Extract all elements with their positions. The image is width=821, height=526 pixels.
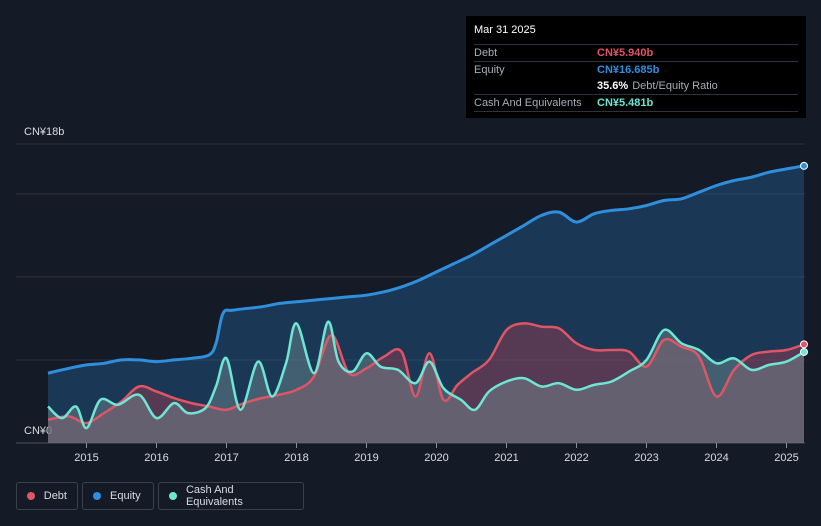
- x-tick-label: 2025: [774, 452, 798, 464]
- x-tick-label: 2023: [634, 452, 658, 464]
- series-areas: [48, 165, 804, 444]
- tooltip-ratio-value: 35.6%: [597, 80, 629, 92]
- tooltip-row-cash: Cash And Equivalents CN¥5.481b: [474, 94, 798, 112]
- cash-dot-icon: [169, 492, 177, 500]
- cash-area: [48, 321, 804, 443]
- debt-area: [48, 323, 804, 443]
- equity-line: [47, 164, 805, 375]
- debt-line: [47, 322, 805, 425]
- legend-item-debt[interactable]: Debt: [16, 482, 78, 510]
- legend-cash-label: Cash And Equivalents: [185, 484, 243, 508]
- data-tooltip: Mar 31 2025 Debt CN¥5.940b Equity CN¥16.…: [466, 16, 806, 118]
- x-tick-label: 2016: [144, 452, 168, 464]
- tooltip-row-debt: Debt CN¥5.940b: [474, 44, 798, 61]
- tooltip-debt-label: Debt: [474, 47, 498, 59]
- series-end-markers: [800, 161, 808, 356]
- x-tick-label: 2015: [74, 452, 98, 464]
- legend-debt-label: Debt: [43, 490, 67, 502]
- debt-dot-icon: [27, 492, 35, 500]
- equity-dot-icon: [93, 492, 101, 500]
- tooltip-ratio-label: Debt/Equity Ratio: [632, 80, 718, 92]
- tooltip-row-ratio: 35.6% Debt/Equity Ratio: [474, 78, 798, 94]
- debt-end-marker: [800, 340, 808, 349]
- legend-equity-label: Equity: [110, 490, 141, 502]
- legend-item-cash[interactable]: Cash And Equivalents: [158, 482, 304, 510]
- x-tick-label: 2021: [494, 452, 518, 464]
- y-axis-max-label: CN¥18b: [24, 126, 64, 138]
- x-tick-label: 2018: [284, 452, 308, 464]
- tooltip-cash-label: Cash And Equivalents: [474, 97, 582, 109]
- x-tick-label: 2024: [704, 452, 728, 464]
- tooltip-equity-value: CN¥16.685b: [597, 64, 660, 76]
- equity-area: [48, 165, 804, 444]
- series-lines: [47, 164, 805, 430]
- tooltip-cash-value: CN¥5.481b: [597, 97, 654, 109]
- tooltip-date: Mar 31 2025: [474, 24, 536, 36]
- tooltip-row-equity: Equity CN¥16.685b: [474, 61, 798, 78]
- tooltip-equity-label: Equity: [474, 64, 505, 76]
- tooltip-debt-value: CN¥5.940b: [597, 47, 654, 59]
- legend-item-equity[interactable]: Equity: [82, 482, 154, 510]
- x-tick-label: 2017: [214, 452, 238, 464]
- x-tick-label: 2020: [424, 452, 448, 464]
- cash-end-marker: [800, 347, 808, 356]
- x-tick-label: 2019: [354, 452, 378, 464]
- cash-line: [47, 320, 805, 430]
- y-axis-min-label: CN¥0: [24, 425, 52, 437]
- x-tick-label: 2022: [564, 452, 588, 464]
- x-axis-ticks: 2015 2016 2017 2018 2019 2020 2021 2022 2023 2024…: [74, 443, 799, 464]
- equity-end-marker: [800, 161, 808, 170]
